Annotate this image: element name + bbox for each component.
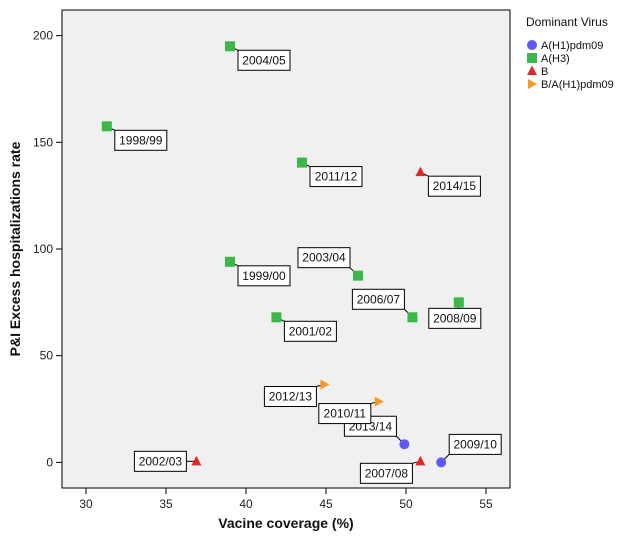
point-marker — [225, 256, 235, 267]
point-label-box — [237, 265, 291, 287]
legend-entry: A(H3) — [527, 53, 570, 65]
y-tick-label: 150 — [33, 135, 53, 149]
data-point: 2012/13 — [263, 379, 330, 408]
x-tick-label: 45 — [319, 497, 333, 511]
x-tick-label: 40 — [239, 497, 253, 511]
point-label: 1998/99 — [119, 133, 163, 147]
y-tick-label: 0 — [46, 455, 53, 469]
point-marker — [399, 439, 410, 450]
data-point: 2009/10 — [436, 433, 502, 468]
point-label-box — [309, 166, 363, 188]
data-point: 1998/99 — [101, 121, 168, 151]
point-label-box — [283, 320, 337, 342]
point-marker — [436, 457, 447, 468]
legend-title: Dominant Virus — [526, 15, 608, 29]
point-label: 2009/10 — [454, 437, 498, 451]
point-marker — [415, 166, 426, 177]
point-label-box — [237, 49, 291, 71]
legend-marker — [527, 40, 537, 50]
x-axis-title: Vacine coverage (%) — [218, 515, 353, 531]
point-label-box — [359, 462, 413, 484]
x-tick-label: 30 — [79, 497, 93, 511]
point-label-box — [427, 175, 481, 197]
y-tick-label: 100 — [33, 242, 53, 256]
data-point: 2014/15 — [415, 166, 481, 197]
point-marker — [191, 455, 202, 466]
data-point: 2004/05 — [225, 41, 291, 71]
point-marker — [374, 396, 384, 407]
point-label-box — [114, 129, 168, 151]
data-point: 2006/07 — [351, 288, 418, 323]
data-point: 2011/12 — [297, 157, 363, 188]
y-axis: 0 50 100 150 200 — [33, 29, 62, 469]
x-tick-label: 50 — [399, 497, 413, 511]
point-label: 2008/09 — [433, 311, 477, 325]
point-label: 2010/11 — [324, 407, 367, 421]
legend-marker — [528, 79, 537, 89]
point-marker — [353, 270, 363, 281]
legend-entry: A(H1)pdm09 — [527, 40, 603, 52]
x-tick-label: 55 — [479, 497, 493, 511]
point-label-box — [297, 247, 351, 269]
legend-label: A(H1)pdm09 — [541, 40, 603, 52]
data-point: 2002/03 — [133, 450, 202, 472]
legend-entry: B — [527, 65, 548, 78]
legend: Dominant Virus A(H1)pdm09A(H3)BB/A(H1)pd… — [526, 15, 614, 91]
y-tick-label: 50 — [40, 349, 54, 363]
point-marker — [271, 312, 282, 323]
data-point: 2001/02 — [271, 312, 337, 342]
point-label: 2003/04 — [302, 251, 346, 265]
y-axis-title: P&I Excess hospitalizations rate — [7, 141, 23, 356]
point-marker — [453, 297, 464, 308]
point-label: 2007/08 — [365, 466, 409, 480]
point-label-box — [351, 288, 405, 310]
data-point: 2010/11 — [318, 396, 384, 425]
data-point: 2007/08 — [359, 455, 426, 484]
data-point: 2003/04 — [297, 247, 363, 281]
point-marker — [407, 312, 418, 323]
legend-marker — [527, 53, 537, 63]
point-label-box — [133, 450, 187, 472]
point-label-box — [428, 307, 482, 329]
x-axis: 30 35 40 45 50 55 — [79, 488, 493, 511]
point-label: 2001/02 — [289, 324, 333, 338]
point-marker — [225, 41, 235, 52]
legend-label: A(H3) — [541, 53, 570, 65]
data-point: 1999/00 — [225, 256, 291, 287]
legend-label: B — [541, 66, 548, 78]
point-label: 2014/15 — [433, 179, 477, 193]
y-tick-label: 200 — [33, 29, 53, 43]
point-label: 1999/00 — [242, 269, 286, 283]
point-label-box — [263, 386, 317, 408]
points-layer: 2013/142009/102004/051998/992011/121999/… — [101, 41, 502, 484]
point-marker — [320, 379, 330, 390]
plot-area — [61, 9, 511, 489]
legend-label: B/A(H1)pdm09 — [541, 79, 614, 91]
point-marker — [297, 157, 307, 168]
point-marker — [415, 455, 426, 466]
point-marker — [101, 121, 112, 132]
legend-marker — [527, 65, 537, 75]
legend-entry: B/A(H1)pdm09 — [528, 79, 614, 91]
point-label: 2004/05 — [242, 53, 286, 67]
point-label: 2012/13 — [269, 390, 313, 404]
x-tick-label: 35 — [159, 497, 173, 511]
point-label-box — [318, 403, 372, 425]
point-label: 2002/03 — [139, 454, 183, 468]
point-label-box — [448, 433, 502, 455]
point-label: 2006/07 — [357, 292, 401, 306]
data-point: 2008/09 — [428, 297, 482, 329]
point-label: 2011/12 — [315, 170, 358, 184]
